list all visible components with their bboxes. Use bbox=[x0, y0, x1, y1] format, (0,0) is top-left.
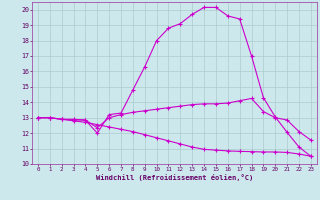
X-axis label: Windchill (Refroidissement éolien,°C): Windchill (Refroidissement éolien,°C) bbox=[96, 174, 253, 181]
